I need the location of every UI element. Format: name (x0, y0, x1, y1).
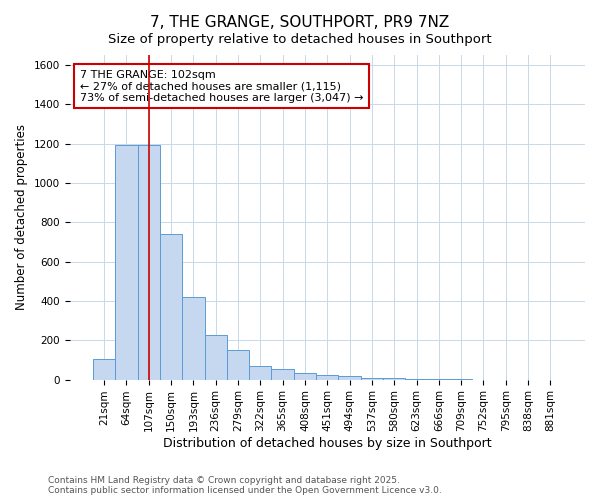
Text: Contains HM Land Registry data © Crown copyright and database right 2025.
Contai: Contains HM Land Registry data © Crown c… (48, 476, 442, 495)
Text: 7, THE GRANGE, SOUTHPORT, PR9 7NZ: 7, THE GRANGE, SOUTHPORT, PR9 7NZ (151, 15, 449, 30)
Bar (450, 378, 472, 380)
Text: 7 THE GRANGE: 102sqm
← 27% of detached houses are smaller (1,115)
73% of semi-de: 7 THE GRANGE: 102sqm ← 27% of detached h… (80, 70, 364, 103)
Bar (249, 366, 271, 380)
Bar (205, 336, 227, 380)
Bar (93, 359, 115, 380)
Bar (361, 378, 383, 380)
Bar (182, 297, 205, 380)
Bar (316, 374, 338, 380)
Bar (137, 146, 160, 380)
Bar (428, 378, 450, 380)
Bar (383, 378, 406, 380)
Y-axis label: Number of detached properties: Number of detached properties (15, 124, 28, 310)
Bar (406, 378, 428, 380)
Bar (160, 234, 182, 380)
Text: Size of property relative to detached houses in Southport: Size of property relative to detached ho… (108, 32, 492, 46)
Bar (227, 350, 249, 380)
Bar (271, 369, 294, 380)
X-axis label: Distribution of detached houses by size in Southport: Distribution of detached houses by size … (163, 437, 491, 450)
Bar (338, 376, 361, 380)
Bar (115, 146, 137, 380)
Bar (294, 372, 316, 380)
